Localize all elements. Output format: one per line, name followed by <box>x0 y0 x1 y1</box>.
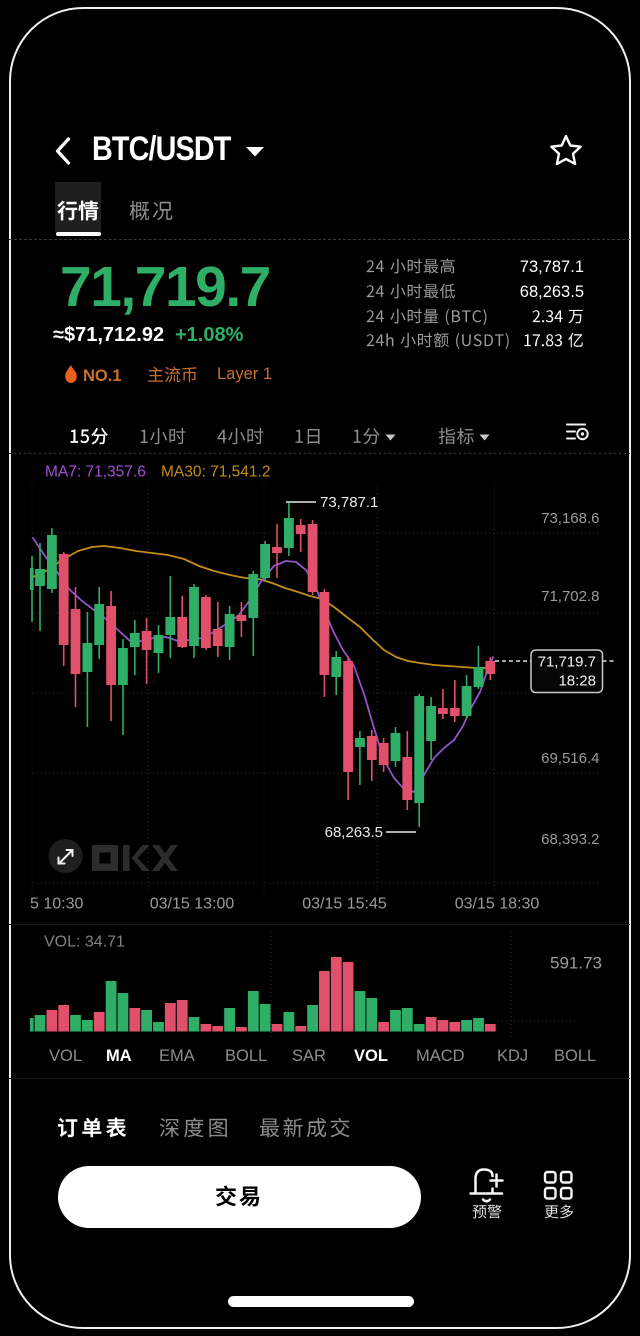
svg-text:591.73: 591.73 <box>550 954 602 973</box>
svg-text:MA: MA <box>106 1047 132 1065</box>
svg-text:71,702.8: 71,702.8 <box>541 588 599 605</box>
svg-text:03/15 15:45: 03/15 15:45 <box>302 896 387 913</box>
svg-text:KDJ: KDJ <box>497 1047 528 1065</box>
svg-text:73,168.6: 73,168.6 <box>541 510 599 527</box>
svg-text:BOLL: BOLL <box>225 1047 267 1065</box>
svg-text:BOLL: BOLL <box>554 1047 596 1065</box>
svg-text:VOL: 34.71: VOL: 34.71 <box>44 934 125 951</box>
svg-text:71,719.7: 71,719.7 <box>538 654 596 671</box>
svg-text:68,393.2: 68,393.2 <box>541 831 599 848</box>
svg-text:VOL: VOL <box>49 1047 82 1065</box>
svg-text:EMA: EMA <box>159 1047 195 1065</box>
svg-text:18:28: 18:28 <box>558 673 596 690</box>
svg-text:MA30: 71,541.2: MA30: 71,541.2 <box>161 464 270 481</box>
svg-text:68,263.5: 68,263.5 <box>325 824 383 841</box>
svg-text:73,787.1: 73,787.1 <box>320 494 378 511</box>
svg-text:03/15 18:30: 03/15 18:30 <box>455 896 540 913</box>
svg-text:MACD: MACD <box>416 1047 465 1065</box>
svg-text:MA7: 71,357.6: MA7: 71,357.6 <box>45 464 146 481</box>
svg-text:03/15 13:00: 03/15 13:00 <box>150 896 235 913</box>
svg-text:69,516.4: 69,516.4 <box>541 750 599 767</box>
svg-text:SAR: SAR <box>292 1047 326 1065</box>
svg-text:VOL: VOL <box>354 1047 388 1065</box>
svg-text:5 10:30: 5 10:30 <box>30 896 83 913</box>
